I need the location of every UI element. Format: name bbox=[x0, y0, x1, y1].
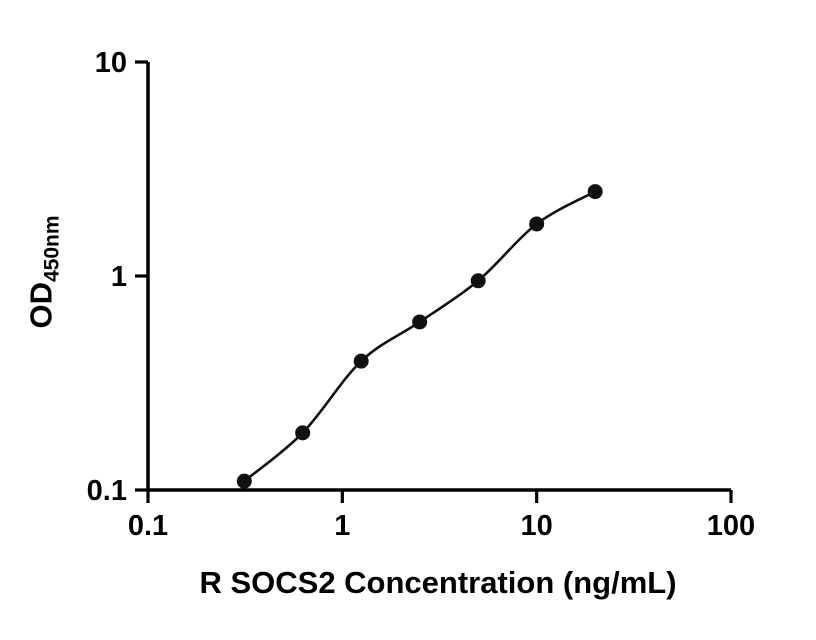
x-tick-label: 100 bbox=[707, 510, 755, 542]
y-axis-title: OD450nm bbox=[24, 215, 65, 328]
standard-curve-line bbox=[243, 190, 596, 483]
x-tick-label: 1 bbox=[334, 510, 350, 542]
y-tick-label: 10 bbox=[95, 47, 127, 79]
data-point bbox=[236, 473, 252, 489]
data-point bbox=[529, 216, 545, 232]
data-point bbox=[470, 273, 486, 289]
data-point bbox=[412, 314, 428, 330]
y-tick-label: 1 bbox=[111, 261, 127, 293]
y-axis-title-subscript: 450nm bbox=[40, 215, 64, 283]
data-point bbox=[587, 184, 603, 200]
x-tick-label: 10 bbox=[521, 510, 553, 542]
x-tick-label: 0.1 bbox=[128, 510, 168, 542]
axis-spines bbox=[146, 62, 731, 492]
x-axis-title: R SOCS2 Concentration (ng/mL) bbox=[199, 565, 677, 600]
y-tick-label: 0.1 bbox=[87, 475, 127, 507]
y-axis-title-main: OD bbox=[23, 282, 59, 329]
data-point bbox=[295, 425, 311, 441]
data-point bbox=[353, 353, 369, 369]
